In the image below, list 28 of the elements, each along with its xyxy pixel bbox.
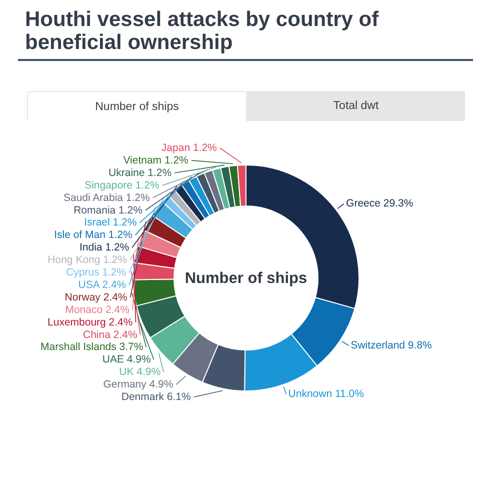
slice-label: Ukraine 1.2% [108, 166, 172, 179]
slice-label: Singapore 1.2% [84, 179, 160, 192]
tab: Number of ships [27, 91, 247, 121]
slice-label: Romania 1.2% [74, 204, 142, 216]
slice-label: UAE 4.9% [102, 354, 151, 366]
slice-label: Isle of Man 1.2% [54, 229, 132, 242]
slice-label: Norway 2.4% [64, 291, 128, 304]
slice-label: Hong Kong 1.2% [48, 254, 128, 266]
slice-label: Saudi Arabia 1.2% [63, 192, 150, 204]
slice-label: USA 2.4% [78, 278, 126, 291]
text: Number of ships [184, 270, 308, 287]
slice-label: Germany 4.9% [103, 378, 174, 391]
slice-label: Greece 29.3% [346, 198, 414, 210]
slice-label: India 1.2% [80, 242, 130, 254]
chart-title: Houthi vessel attacks by country of beneficial ownership [25, 8, 380, 54]
slice-label: Cyprus 1.2% [66, 266, 126, 278]
slice-label: China 2.4% [82, 328, 138, 341]
slice-label: Unknown 11.0% [288, 388, 364, 400]
slice-label: Japan 1.2% [161, 142, 217, 154]
slice-label: Luxembourg 2.4% [48, 316, 133, 328]
slice-label: Israel 1.2% [84, 216, 137, 229]
slice-label: Monaco 2.4% [65, 304, 130, 316]
slice-label: UK 4.9% [119, 366, 161, 378]
slice-label: Vietnam 1.2% [123, 154, 188, 166]
tab: Total dwt [247, 91, 465, 121]
slice-label: Marshall Islands 3.7% [40, 341, 144, 354]
slice-label: Switzerland 9.8% [350, 340, 432, 352]
slice-label: Denmark 6.1% [121, 391, 191, 403]
